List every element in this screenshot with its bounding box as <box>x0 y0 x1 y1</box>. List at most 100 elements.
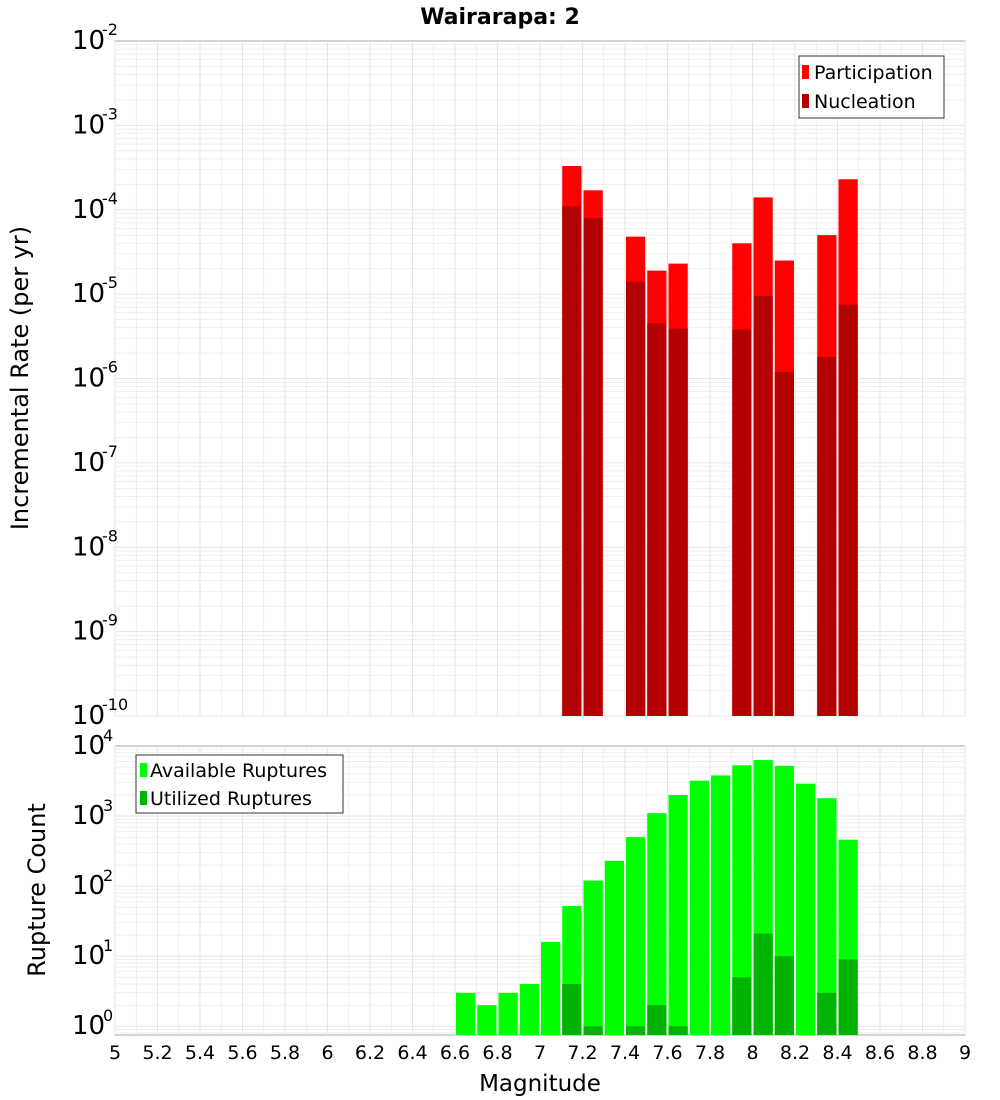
x-tick-label: 7.2 <box>567 1042 597 1064</box>
x-tick-label: 7 <box>534 1042 546 1064</box>
utilized-bar <box>732 977 752 1035</box>
nucleation-bar <box>732 329 752 716</box>
rate-y-tick-label: 10 <box>72 110 105 140</box>
rate-y-tick-label: 10 <box>72 195 105 225</box>
utilized-bar <box>583 1026 603 1035</box>
rate-y-tick-exponent: -8 <box>102 526 118 545</box>
count-y-axis-label: Rupture Count <box>23 803 51 977</box>
legend-swatch-available <box>140 763 147 777</box>
x-tick-label: 6.8 <box>482 1042 512 1064</box>
available-bar <box>583 880 603 1035</box>
utilized-bar <box>647 1005 667 1035</box>
utilized-bar <box>753 933 773 1035</box>
x-axis-label: Magnitude <box>479 1071 601 1097</box>
rate-y-tick-exponent: -6 <box>102 358 118 377</box>
available-bar <box>456 992 476 1035</box>
count-bars <box>456 760 858 1035</box>
rate-y-tick-label: 10 <box>72 701 105 731</box>
rate-bars <box>562 166 858 717</box>
rate-y-tick-label: 10 <box>72 532 105 562</box>
utilized-bar <box>562 984 582 1035</box>
x-tick-label: 5.6 <box>227 1042 257 1064</box>
rate-y-tick-exponent: -9 <box>102 611 118 630</box>
rate-y-tick-label: 10 <box>72 364 105 394</box>
rate-gridlines <box>114 41 966 717</box>
count-y-tick-exponent: 2 <box>103 866 113 885</box>
x-tick-label: 5.2 <box>142 1042 172 1064</box>
utilized-bar <box>817 992 837 1035</box>
nucleation-bar <box>562 206 582 716</box>
rate-y-tick-exponent: -3 <box>102 104 118 123</box>
x-tick-label: 8 <box>746 1042 758 1064</box>
utilized-bar <box>668 1026 688 1035</box>
nucleation-bar <box>817 356 837 716</box>
available-bar <box>541 941 561 1035</box>
count-y-tick-exponent: 3 <box>103 796 113 815</box>
rate-y-tick-label: 10 <box>72 26 105 56</box>
nucleation-bar <box>668 328 688 716</box>
count-legend-box <box>135 754 344 814</box>
x-tick-label: 6 <box>321 1042 333 1064</box>
count-y-tick-label: 10 <box>72 871 105 901</box>
x-tick-label: 8.6 <box>865 1042 895 1064</box>
count-y-tick-label: 10 <box>72 941 105 971</box>
legend-label-utilized: Utilized Ruptures <box>150 788 312 810</box>
rate-y-tick-label: 10 <box>72 279 105 309</box>
rate-y-tick-exponent: -4 <box>102 189 118 208</box>
x-tick-label: 5.4 <box>185 1042 215 1064</box>
x-tick-label: 7.6 <box>652 1042 682 1064</box>
rate-y-tick-exponent: -10 <box>102 695 128 714</box>
rate-y-tick-exponent: -7 <box>102 442 118 461</box>
magnitude-x-ticks: 5 5.2 5.4 5.6 5.8 6 6.2 6.4 6.6 6.8 7 7.2 7.4 7.6 7.8 8… <box>109 1042 971 1064</box>
available-bar <box>626 837 646 1035</box>
legend-label-nucleation: Nucleation <box>814 91 916 113</box>
available-bar <box>498 992 518 1035</box>
nucleation-bar <box>583 217 603 716</box>
available-bar <box>689 780 709 1035</box>
x-tick-label: 8.4 <box>822 1042 852 1064</box>
x-tick-label: 5 <box>109 1042 121 1064</box>
rate-y-tick-label: 10 <box>72 448 105 478</box>
rate-legend: Participation Nucleation <box>798 55 945 119</box>
legend-label-participation: Participation <box>814 62 933 84</box>
legend-swatch-utilized <box>140 791 147 805</box>
rate-y-tick-exponent: -2 <box>102 20 118 39</box>
legend-swatch-participation <box>802 65 809 79</box>
nucleation-bar <box>753 296 773 716</box>
x-tick-label: 6.2 <box>355 1042 385 1064</box>
available-bar <box>668 794 688 1035</box>
count-y-tick-label: 10 <box>72 731 105 761</box>
available-bar <box>817 798 837 1035</box>
count-y-tick-label: 10 <box>72 1011 105 1041</box>
count-y-tick-exponent: 0 <box>103 1006 113 1025</box>
x-tick-label: 8.2 <box>780 1042 810 1064</box>
x-tick-label: 7.8 <box>695 1042 725 1064</box>
available-bar <box>647 813 667 1035</box>
rate-y-axis-label: Incremental Rate (per yr) <box>6 226 34 530</box>
available-bar <box>796 783 816 1035</box>
count-y-tick-label: 10 <box>72 801 105 831</box>
rate-y-tick-exponent: -5 <box>102 273 118 292</box>
x-tick-label: 6.6 <box>440 1042 470 1064</box>
nucleation-bar <box>647 323 667 716</box>
rate-y-tick-label: 10 <box>72 617 105 647</box>
available-bar <box>604 860 624 1035</box>
count-y-tick-exponent: 4 <box>103 726 113 745</box>
available-bar <box>711 775 731 1035</box>
x-tick-label: 9 <box>959 1042 971 1064</box>
rate-legend-box <box>798 55 945 119</box>
count-y-tick-exponent: 1 <box>103 936 113 955</box>
available-bar <box>477 1005 497 1035</box>
legend-swatch-nucleation <box>802 94 809 108</box>
chart-title: Wairarapa: 2 <box>420 5 580 30</box>
x-tick-label: 8.8 <box>907 1042 937 1064</box>
available-bar <box>732 765 752 1035</box>
x-tick-label: 5.8 <box>270 1042 300 1064</box>
nucleation-bar <box>626 281 646 716</box>
available-bar <box>519 984 539 1035</box>
